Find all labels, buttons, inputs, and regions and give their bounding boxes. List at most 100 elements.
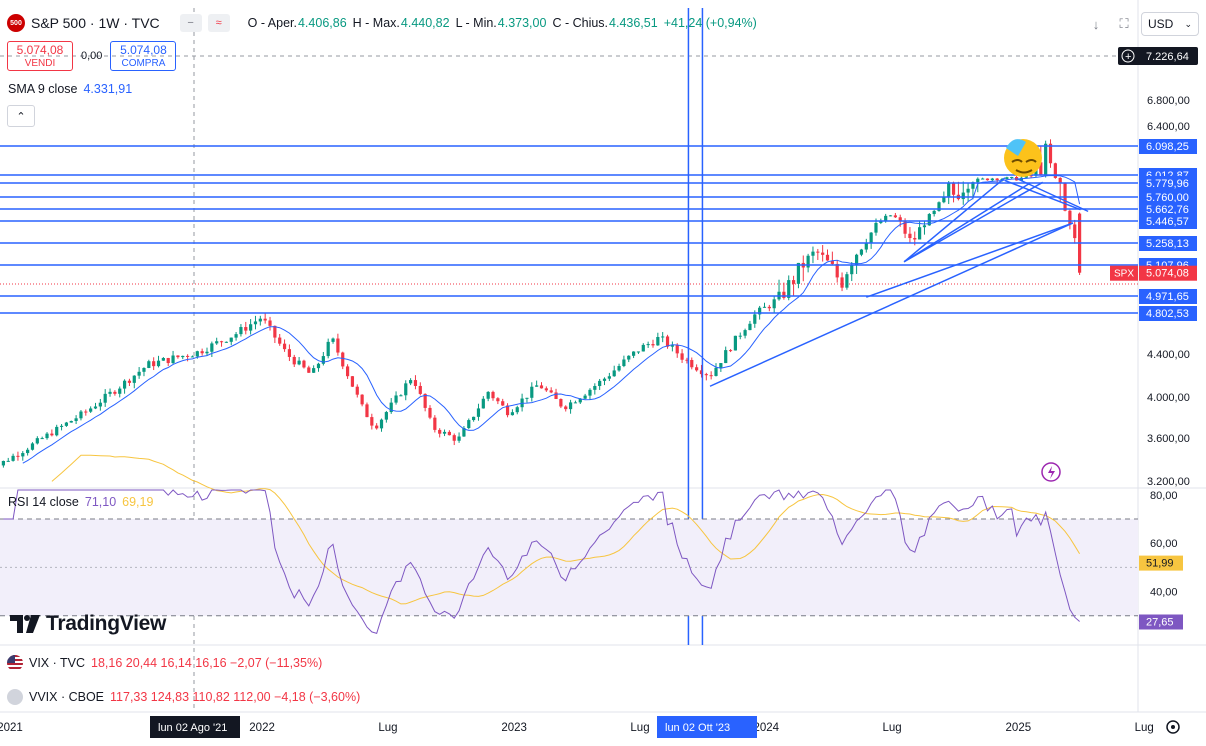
candle-body: [287, 349, 292, 357]
candle-body: [45, 433, 49, 439]
candle-body: [685, 359, 689, 361]
rsi-ma-path: [51, 454, 1081, 605]
rsi-value: 71,10: [84, 495, 117, 509]
candle-body: [874, 222, 878, 233]
candle-body: [341, 352, 345, 367]
lightning-ring: [1041, 462, 1061, 482]
candle-body: [1073, 224, 1077, 239]
candle: [74, 415, 78, 425]
candle: [341, 351, 345, 370]
candle-body: [1053, 163, 1057, 178]
candle: [467, 418, 471, 430]
candle-body: [147, 361, 151, 368]
candle-body: [811, 251, 815, 256]
candle-body: [171, 355, 175, 364]
candle: [273, 325, 277, 344]
candle-body: [1010, 176, 1014, 178]
candle: [559, 398, 563, 409]
candle: [64, 421, 69, 427]
candle-body: [908, 233, 912, 239]
candle-body: [360, 394, 364, 405]
candle: [147, 359, 151, 369]
plus-icon-glyph: +: [1125, 51, 1131, 63]
buy-button[interactable]: 5.074,08 COMPRA: [110, 41, 177, 71]
collapse-legend-button[interactable]: ⌃: [7, 105, 35, 127]
currency-select[interactable]: USD ⌄: [1141, 12, 1199, 36]
candle: [316, 362, 321, 372]
candle-body: [714, 367, 718, 376]
candle: [646, 341, 650, 348]
candle-body: [186, 355, 190, 357]
price-scale: 6.800,00 6.400,00 4.400,00 4.000,00 3.600,00…: [1110, 47, 1198, 630]
candle-body: [990, 178, 994, 181]
candle: [719, 362, 723, 372]
plus-icon: [1121, 49, 1135, 63]
candle: [680, 349, 684, 363]
candle-body: [379, 419, 384, 429]
candle-body: [1044, 143, 1048, 176]
candle: [45, 432, 49, 440]
candle: [840, 272, 844, 292]
candle: [767, 304, 771, 312]
candle: [282, 339, 287, 352]
candle: [617, 363, 621, 372]
candle: [50, 429, 54, 437]
candle: [229, 337, 233, 346]
arrow-down-icon[interactable]: ↓: [1092, 16, 1100, 32]
candle-body: [219, 341, 224, 343]
candle: [379, 418, 384, 432]
rsi-legend[interactable]: RSI 14 close 71,10 69,19: [8, 495, 153, 509]
candle: [224, 341, 228, 343]
open-label: O - Aper.: [247, 16, 297, 30]
candle-body: [971, 182, 975, 189]
candle-body: [137, 371, 141, 376]
sell-button[interactable]: 5.074,08 VENDI: [7, 41, 73, 71]
fullscreen-icon[interactable]: ⛶: [1119, 16, 1129, 31]
x-tick-label: Lug: [630, 722, 649, 734]
candle: [859, 248, 864, 257]
compare-vvix[interactable]: VVIX · CBOE 117,33 124,83 110,82 112,00 …: [7, 689, 360, 705]
candle-body: [166, 358, 170, 364]
chart-header: 500 S&P 500 · 1W · TVC − ≈ O - Aper. 4.4…: [7, 14, 757, 32]
symbol-logo-icon: [7, 689, 23, 705]
candle: [69, 420, 73, 423]
candle-body: [869, 232, 873, 244]
chevron-down-icon: ⌄: [1184, 18, 1192, 29]
candle-body: [108, 391, 112, 394]
candle-body: [59, 425, 64, 427]
sma-legend[interactable]: SMA 9 close 4.331,91: [8, 82, 132, 96]
candle: [118, 386, 122, 398]
candle: [423, 393, 427, 412]
compare-wave-icon[interactable]: ≈: [207, 14, 230, 32]
candle: [641, 343, 645, 352]
candle: [394, 391, 398, 405]
candle-body: [132, 375, 136, 383]
candle: [602, 377, 607, 386]
candle-body: [234, 334, 238, 338]
candle: [297, 357, 301, 366]
candle: [520, 393, 524, 412]
candle: [505, 403, 510, 418]
candle: [932, 209, 936, 217]
candle-body: [602, 378, 607, 381]
candle: [409, 378, 413, 386]
symbol-title[interactable]: S&P 500 · 1W · TVC: [31, 15, 160, 31]
minus-icon[interactable]: −: [179, 14, 202, 32]
trend-line: [903, 177, 1006, 263]
candle: [811, 246, 815, 264]
candle-body: [816, 251, 820, 253]
candle-body: [850, 264, 854, 275]
tradingview-watermark[interactable]: TradingView: [10, 612, 166, 636]
symbol-logo: 500: [7, 14, 25, 32]
candle-body: [438, 429, 442, 434]
candle: [287, 344, 292, 362]
candle: [84, 409, 88, 416]
candle-body: [753, 314, 757, 324]
candle-body: [918, 227, 922, 240]
x-tick-label: 2024: [753, 722, 779, 734]
candle-body: [89, 408, 93, 412]
candle: [651, 339, 655, 348]
compare-vix[interactable]: VIX · TVC 18,16 20,44 16,14 16,16 −2,07 …: [7, 655, 322, 671]
candle-body: [510, 412, 515, 416]
